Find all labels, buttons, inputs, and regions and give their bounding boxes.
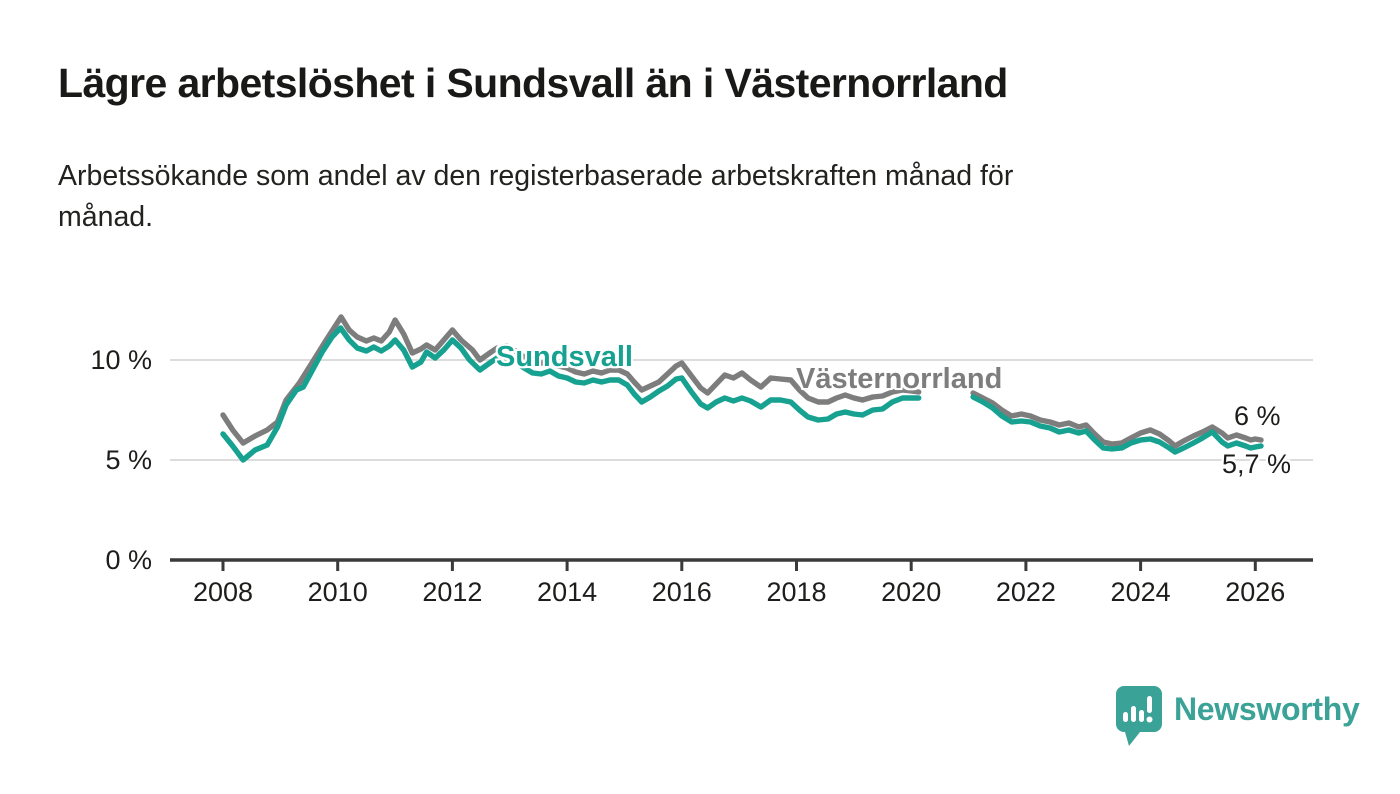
series-label-sundsvall: Sundsvall [496, 341, 633, 373]
x-axis-tick-label: 2020 [881, 577, 942, 607]
series-label-vasternorrland: Västernorrland [796, 363, 1003, 395]
x-axis-tick-label: 2010 [307, 577, 368, 607]
page-subtitle: Arbetssökande som andel av den registerb… [58, 160, 1014, 233]
x-axis-tick-label: 2016 [651, 577, 712, 607]
x-axis-tick-label: 2012 [422, 577, 483, 607]
end-value-label-vasternorrland: 6 % [1234, 401, 1281, 431]
x-axis-tick-label: 2026 [1225, 577, 1286, 607]
x-axis-tick-label: 2024 [1110, 577, 1171, 607]
newsworthy-logo: Newsworthy [1110, 682, 1360, 748]
series-line-sundsvall [970, 394, 1264, 455]
series-line-vasternorrland [220, 314, 922, 446]
newsworthy-wordmark: Newsworthy [1174, 691, 1360, 727]
x-axis-tick-label: 2018 [766, 577, 827, 607]
x-axis-tick-label: 2014 [537, 577, 598, 607]
x-axis-tick-label: 2022 [995, 577, 1056, 607]
series-line-vasternorrland [970, 390, 1264, 449]
newsworthy-logo-icon [1116, 686, 1162, 746]
series-line-sundsvall [220, 325, 922, 463]
page-title: Lägre arbetslöshet i Sundsvall än i Väst… [58, 60, 1008, 106]
x-axis-tick-label: 2008 [192, 577, 254, 607]
end-value-label-sundsvall: 5,7 % [1222, 449, 1292, 479]
y-axis-tick-label: 10 % [90, 345, 152, 375]
y-axis-tick-label: 5 % [105, 445, 152, 475]
y-axis-tick-label: 0 % [105, 545, 152, 575]
